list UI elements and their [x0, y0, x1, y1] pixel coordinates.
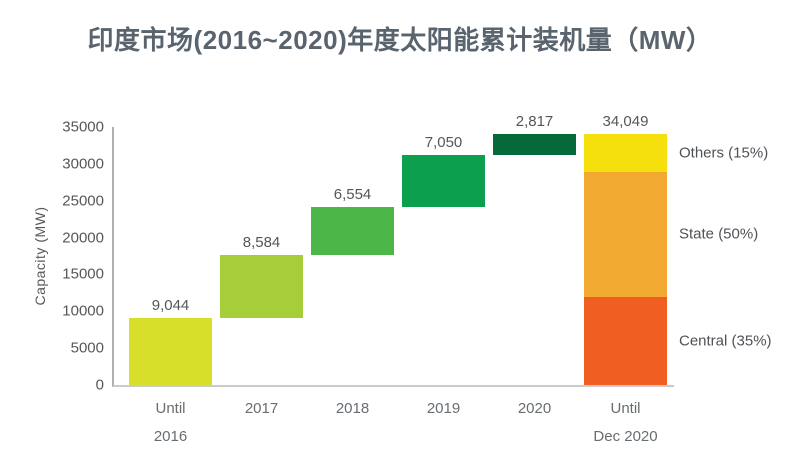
x-tick-line: 2018 [335, 400, 370, 417]
bar-value-label: 2,817 [515, 113, 554, 131]
legend-label-central: Central (35%) [679, 332, 772, 350]
y-axis-title: Capacity (MW) [32, 206, 48, 306]
bar-value-label: 6,554 [333, 185, 372, 203]
total-value-label: 34,049 [602, 113, 649, 131]
x-tick-line: Until [610, 400, 641, 417]
x-tick-label-2019: 2019 [427, 395, 460, 423]
bar-until-2016 [129, 318, 212, 385]
bar-segment-others [584, 134, 667, 172]
y-tick-label-30000: 30000 [62, 155, 104, 173]
x-tick-line: Dec 2020 [593, 428, 658, 445]
y-tick-label-10000: 10000 [62, 302, 104, 320]
chart-title: 印度市场(2016~2020)年度太阳能累计装机量（MW） [87, 25, 713, 55]
y-tick-label-15000: 15000 [62, 265, 104, 283]
y-tick-label-35000: 35000 [62, 118, 104, 136]
legend-label-others: Others (15%) [679, 144, 769, 162]
x-tick-label-until-dec-2020: Until Dec 2020 [593, 395, 657, 451]
y-tick-label-25000: 25000 [62, 192, 104, 210]
bar-2020 [493, 134, 576, 155]
bar-value-label: 9,044 [151, 297, 190, 315]
bar-2017 [220, 255, 303, 319]
x-tick-line: 2020 [517, 400, 552, 417]
bar-value-label: 7,050 [424, 133, 463, 151]
y-tick-label-0: 0 [95, 376, 104, 394]
bar-segment-state [584, 171, 667, 298]
y-tick-label-20000: 20000 [62, 229, 104, 247]
bar-2019 [402, 154, 485, 207]
x-tick-line: 2019 [426, 400, 461, 417]
bar-2018 [311, 206, 394, 256]
y-tick-label-5000: 5000 [70, 339, 104, 357]
x-tick-label-2018: 2018 [336, 395, 369, 423]
x-tick-line: Until [155, 400, 186, 417]
x-tick-line: 2016 [153, 428, 188, 445]
plot-area: 0 5000 10000 15000 20000 25000 30000 35000 9,044… [62, 113, 771, 445]
x-tick-label-2020: 2020 [518, 395, 551, 423]
x-tick-line: 2017 [244, 400, 279, 417]
x-tick-label-until-2016: Until 2016 [154, 395, 187, 451]
x-tick-label-2017: 2017 [245, 395, 278, 423]
bar-value-label: 8,584 [242, 234, 281, 252]
bar-segment-central [584, 297, 667, 385]
legend-label-state: State (50%) [679, 225, 759, 243]
